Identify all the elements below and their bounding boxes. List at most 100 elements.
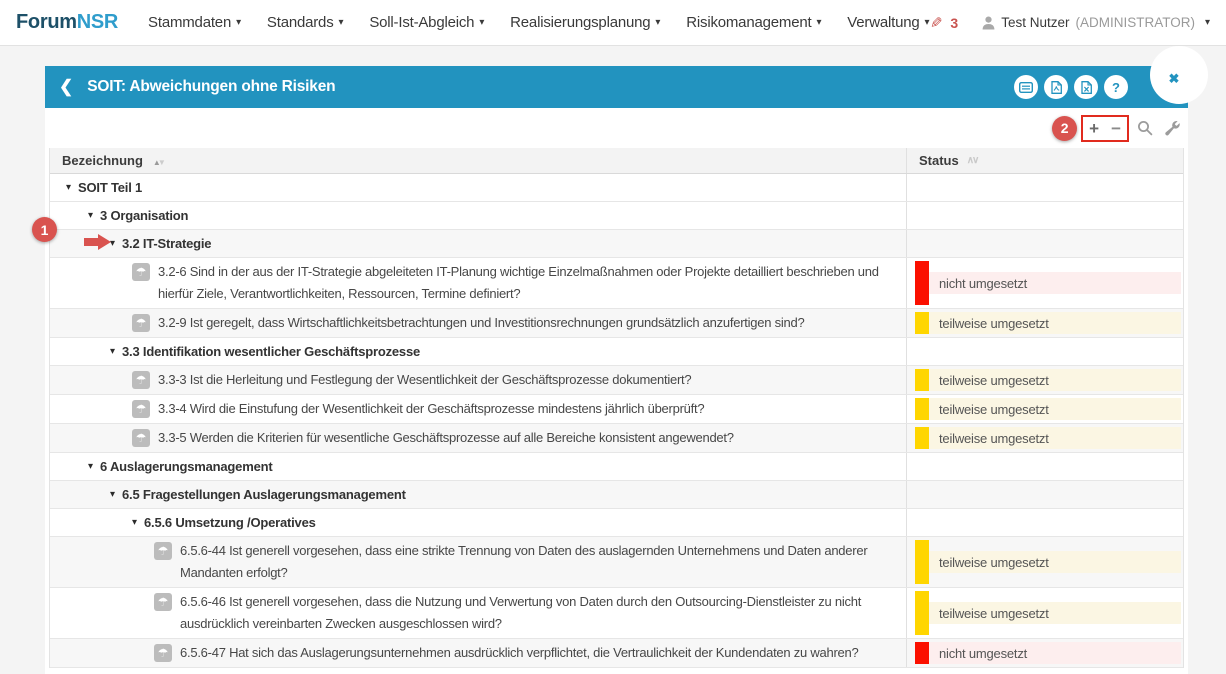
excel-export-button[interactable] xyxy=(1074,75,1098,99)
question-text: 6.5.6-47 Hat sich das Auslagerungsuntern… xyxy=(180,645,859,660)
column-header-bezeichnung[interactable]: Bezeichnung ▲▼ xyxy=(50,153,906,168)
wrench-settings-icon[interactable] xyxy=(1165,120,1180,136)
expand-all-button[interactable]: + xyxy=(1089,118,1100,138)
nav-item-label: Risikomanagement xyxy=(686,14,812,31)
nav-item-risikomanagement[interactable]: Risikomanagement ▾ xyxy=(686,14,821,31)
status-color-bar xyxy=(915,591,929,635)
tree-group-row[interactable]: ▾ 3 Organisation xyxy=(50,202,1183,230)
nav-item-label: Verwaltung xyxy=(847,14,920,31)
help-button[interactable]: ? xyxy=(1104,75,1128,99)
question-row[interactable]: ☂ 3.2-6 Sind in der aus der IT-Strategie … xyxy=(50,258,1183,309)
bezeichnung-cell: ▾ 6.5.6 Umsetzung /Operatives xyxy=(50,509,906,536)
question-row[interactable]: ☂ 3.3-4 Wird die Einstufung der Wesentlic… xyxy=(50,395,1183,424)
question-row[interactable]: ☂ 3.3-5 Werden die Kriterien für wesentli… xyxy=(50,424,1183,453)
top-navigation-bar: ForumNSR Stammdaten ▾ Standards ▾ Soll-Ist-A… xyxy=(0,0,1226,46)
sort-desc-icon: ▼ xyxy=(157,158,166,167)
table-toolbar: 2 + − xyxy=(45,108,1188,148)
question-row[interactable]: ☂ 6.5.6-44 Ist generell vorgesehen, dass … xyxy=(50,537,1183,588)
bezeichnung-cell: ▾ 3 Organisation xyxy=(50,202,906,229)
question-text: 6.5.6-46 Ist generell vorgesehen, dass d… xyxy=(180,594,862,631)
bezeichnung-cell: ▾ SOIT Teil 1 xyxy=(50,174,906,201)
user-menu[interactable]: Test Nutzer (ADMINISTRATOR) ▾ xyxy=(982,15,1210,30)
umbrella-icon: ☂ xyxy=(132,400,150,418)
column-header-status[interactable]: Status ∧∨ xyxy=(906,148,1183,173)
question-row[interactable]: ☂ 3.2-9 Ist geregelt, dass Wirtschaftlich… xyxy=(50,309,1183,338)
group-label: 6.5.6 Umsetzung /Operatives xyxy=(144,515,316,530)
chevron-down-icon: ▾ xyxy=(1204,17,1210,28)
status-cell xyxy=(906,230,1183,257)
collapse-caret-icon[interactable]: ▾ xyxy=(110,346,116,357)
umbrella-icon: ☂ xyxy=(154,644,172,662)
nav-item-stammdaten[interactable]: Stammdaten ▾ xyxy=(148,14,241,31)
tree-group-row[interactable]: ▾ SOIT Teil 1 xyxy=(50,174,1183,202)
status-cell xyxy=(906,509,1183,536)
tree-group-row[interactable]: ▾ 3.2 IT-Strategie xyxy=(50,230,1183,258)
tree-group-row[interactable]: ▾ 6.5 Fragestellungen Auslagerungsmanagem… xyxy=(50,481,1183,509)
pencil-edit-icon[interactable]: ✎ xyxy=(929,14,943,32)
question-row[interactable]: ☂ 6.5.6-46 Ist generell vorgesehen, dass … xyxy=(50,588,1183,639)
panel-header: ❮ SOIT: Abweichungen ohne Risiken xyxy=(45,46,1208,108)
status-cell: nicht umgesetzt xyxy=(906,639,1183,667)
status-color-bar xyxy=(915,369,929,391)
question-row[interactable]: ☂ 3.3-3 Ist die Herleitung und Festlegung… xyxy=(50,366,1183,395)
status-color-bar xyxy=(915,312,929,334)
nav-right-group: ✎ 3 Test Nutzer (ADMINISTRATOR) ▾ xyxy=(930,14,1210,32)
nav-item-soll-ist-abgleich[interactable]: Soll-Ist-Abgleich ▾ xyxy=(369,14,484,31)
nav-item-label: Stammdaten xyxy=(148,14,232,31)
collapse-caret-icon[interactable]: ▾ xyxy=(88,210,94,221)
nav-menu: Stammdaten ▾ Standards ▾ Soll-Ist-Abgleich ▾ R… xyxy=(148,14,929,31)
status-cell xyxy=(906,338,1183,365)
app-logo[interactable]: ForumNSR xyxy=(16,11,118,34)
status-badge: teilweise umgesetzt xyxy=(929,312,1181,334)
status-color-bar xyxy=(915,261,929,305)
collapse-caret-icon[interactable]: ▾ xyxy=(66,182,72,193)
status-cell xyxy=(906,174,1183,201)
chevron-down-icon: ▾ xyxy=(236,17,241,28)
edit-count-badge[interactable]: 3 xyxy=(950,14,959,31)
nav-item-verwaltung[interactable]: Verwaltung ▾ xyxy=(847,14,929,31)
nav-item-realisierungsplanung[interactable]: Realisierungsplanung ▾ xyxy=(510,14,660,31)
expand-collapse-group: 2 + − xyxy=(1052,114,1129,142)
user-icon xyxy=(982,16,995,29)
status-cell: teilweise umgesetzt xyxy=(906,366,1183,394)
excel-file-icon xyxy=(1080,80,1092,94)
collapse-caret-icon[interactable]: ▾ xyxy=(110,489,116,500)
logo-part-nsr: NSR xyxy=(76,11,119,33)
collapse-caret-icon[interactable]: ▾ xyxy=(132,517,138,528)
chevron-down-icon: ▾ xyxy=(479,17,485,28)
nav-item-standards[interactable]: Standards ▾ xyxy=(267,14,344,31)
tree-group-row[interactable]: ▾ 3.3 Identifikation wesentlicher Geschäf… xyxy=(50,338,1183,366)
bezeichnung-cell: ☂ 6.5.6-44 Ist generell vorgesehen, dass … xyxy=(50,537,906,587)
collapse-caret-icon[interactable]: ▾ xyxy=(110,238,116,249)
status-cell: teilweise umgesetzt xyxy=(906,588,1183,638)
annotation-arrow-icon xyxy=(84,234,111,250)
group-label: 3 Organisation xyxy=(100,208,189,223)
question-row[interactable]: ☂ 6.5.6-47 Hat sich das Auslagerungsunter… xyxy=(50,639,1183,668)
bezeichnung-cell: ☂ 3.3-5 Werden die Kriterien für wesentli… xyxy=(50,424,906,452)
collapse-all-button[interactable]: − xyxy=(1111,118,1121,138)
umbrella-icon: ☂ xyxy=(132,314,150,332)
bezeichnung-cell: ☂ 6.5.6-47 Hat sich das Auslagerungsunter… xyxy=(50,639,906,667)
column-label-bezeichnung: Bezeichnung xyxy=(62,153,143,168)
user-role: (ADMINISTRATOR) xyxy=(1075,15,1195,30)
tree-group-row[interactable]: ▾ 6.5.6 Umsetzung /Operatives xyxy=(50,509,1183,537)
share-back-icon[interactable]: ❮ xyxy=(59,77,74,96)
bezeichnung-cell: ▾ 6 Auslagerungsmanagement xyxy=(50,453,906,480)
status-badge: teilweise umgesetzt xyxy=(929,602,1181,624)
status-badge: nicht umgesetzt xyxy=(929,642,1181,664)
umbrella-icon: ☂ xyxy=(132,429,150,447)
panel-close-button[interactable]: ✖ xyxy=(1150,46,1208,104)
content-panel: ❮ SOIT: Abweichungen ohne Risiken xyxy=(45,46,1208,674)
group-label: 6.5 Fragestellungen Auslagerungsmanageme… xyxy=(122,487,406,502)
pdf-export-button[interactable] xyxy=(1044,75,1068,99)
status-badge: teilweise umgesetzt xyxy=(929,398,1181,420)
question-mark-icon: ? xyxy=(1112,79,1120,95)
nav-item-label: Soll-Ist-Abgleich xyxy=(369,14,475,31)
sort-icons-bezeichnung[interactable]: ▲▼ xyxy=(153,153,166,168)
question-text: 3.2-9 Ist geregelt, dass Wirtschaftlichk… xyxy=(158,315,805,330)
details-view-button[interactable] xyxy=(1014,75,1038,99)
collapse-caret-icon[interactable]: ▾ xyxy=(88,461,94,472)
search-icon[interactable] xyxy=(1137,120,1153,136)
question-text: 6.5.6-44 Ist generell vorgesehen, dass e… xyxy=(180,543,868,580)
tree-group-row[interactable]: ▾ 6 Auslagerungsmanagement xyxy=(50,453,1183,481)
